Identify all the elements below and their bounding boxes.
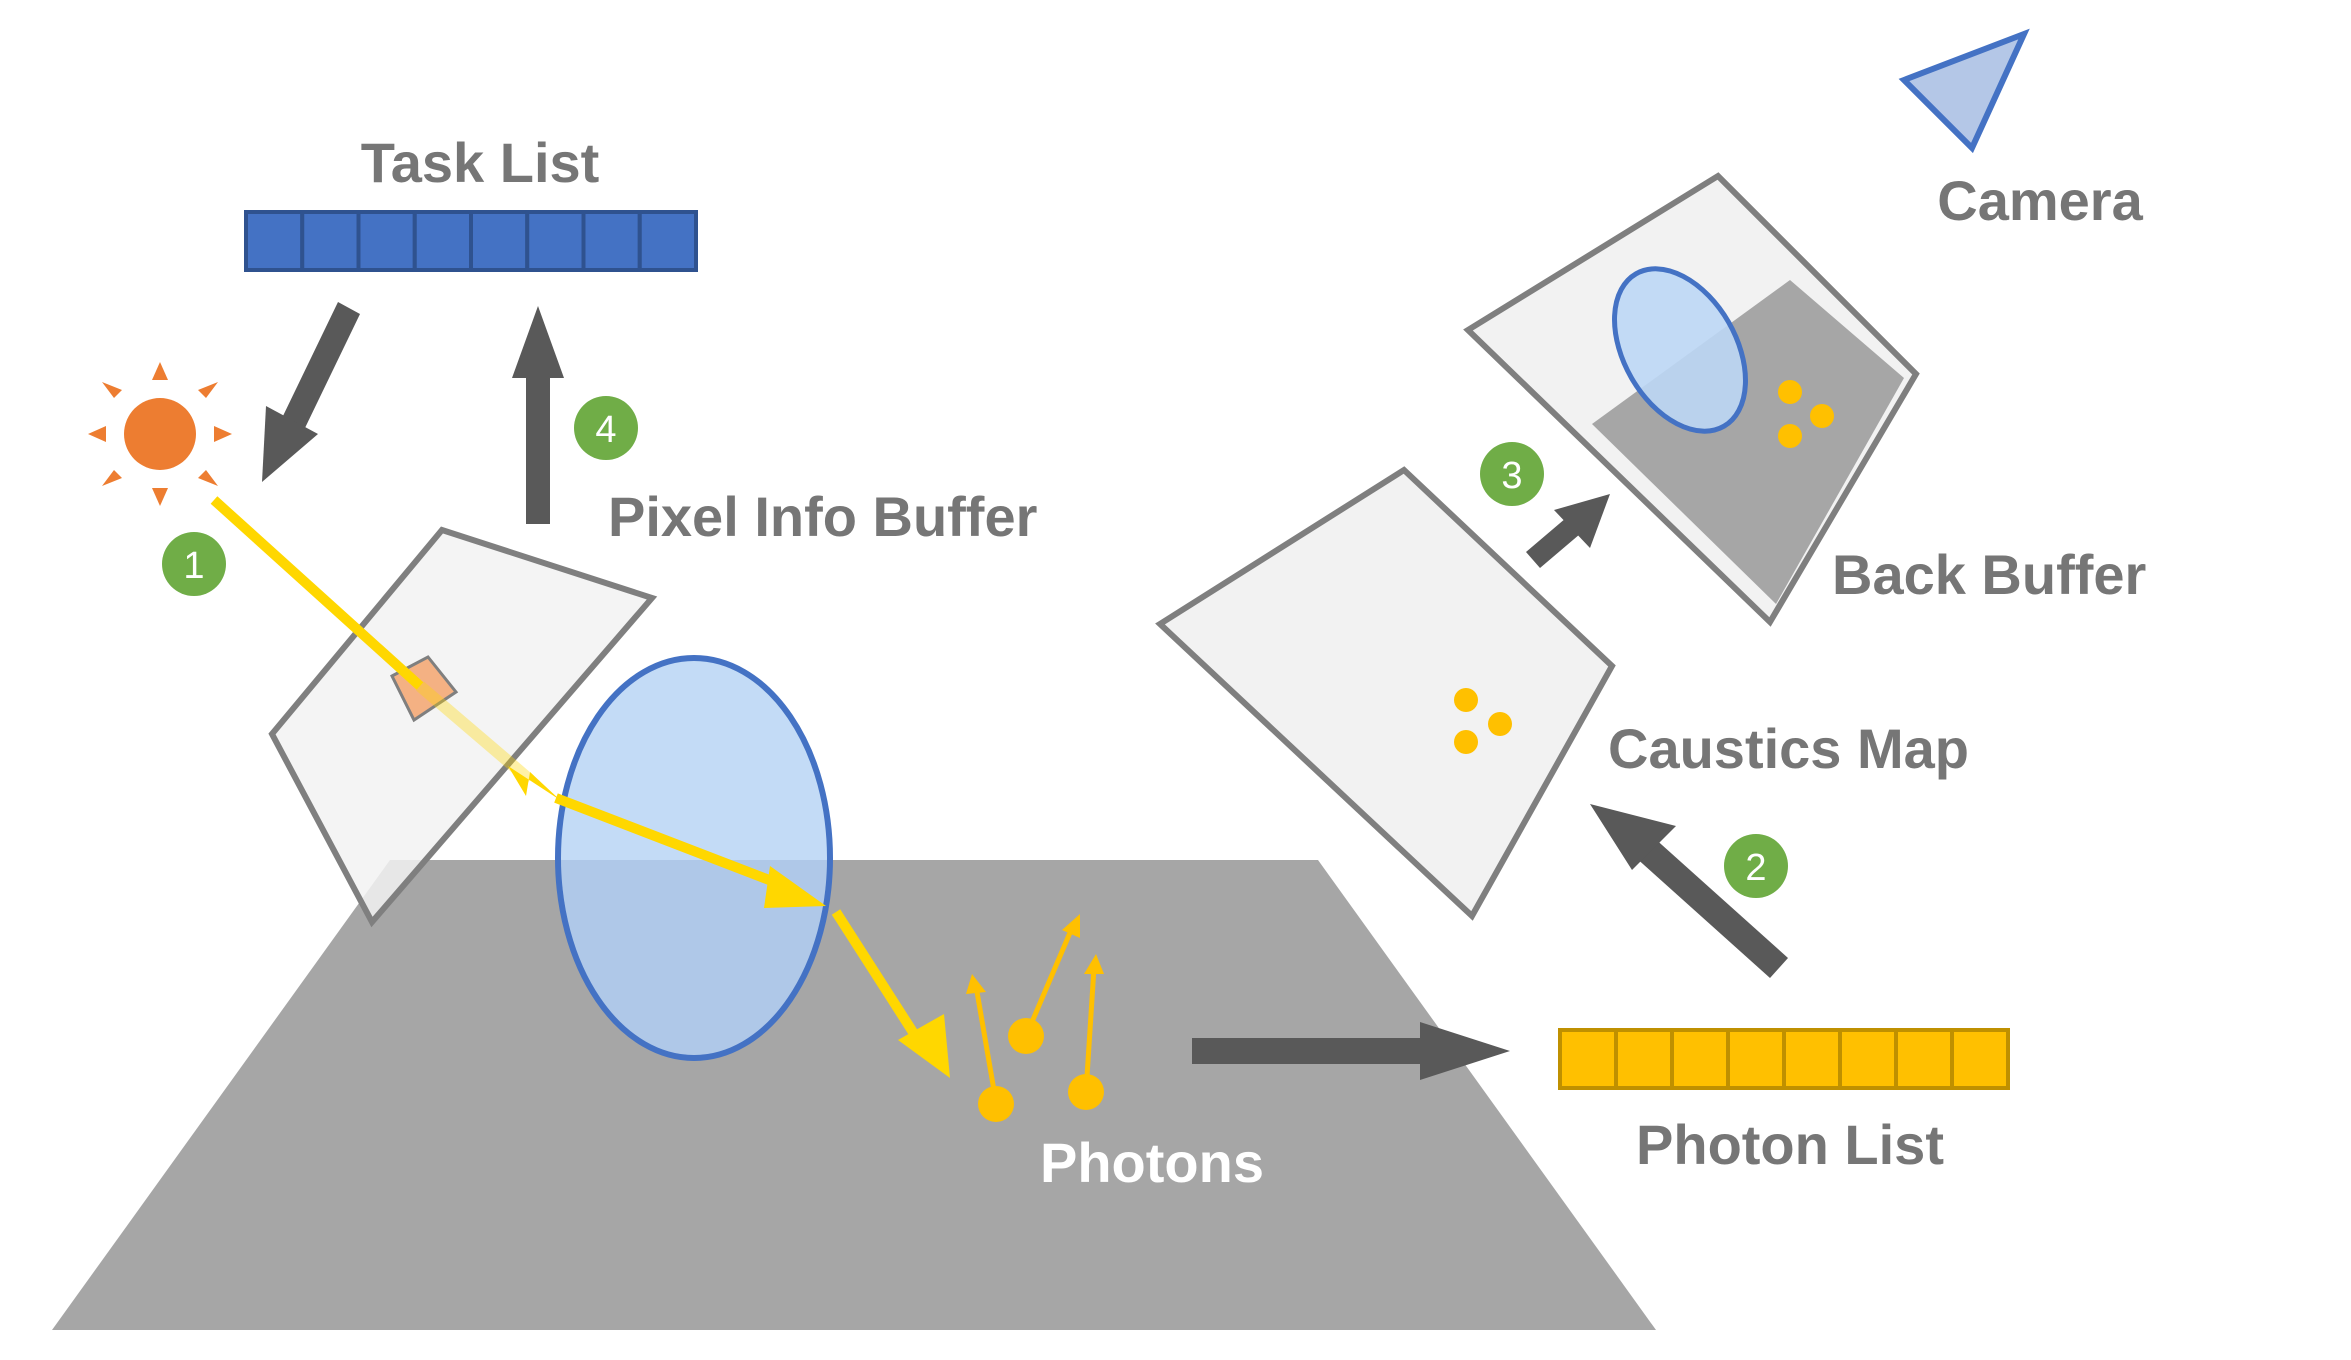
- caustics-map-label: Caustics Map: [1608, 717, 1969, 780]
- back-buffer-label: Back Buffer: [1832, 543, 2146, 606]
- back-buffer-photon-dot: [1810, 404, 1834, 428]
- back-buffer-lens: [1612, 266, 1748, 434]
- sun-icon: [88, 362, 232, 506]
- photon-list-cell: [1726, 1028, 1786, 1090]
- svg-text:2: 2: [1745, 847, 1766, 889]
- back-buffer-photon-dot: [1778, 380, 1802, 404]
- photon-list-cell: [1614, 1028, 1674, 1090]
- lens-shadow-part: [561, 860, 827, 1055]
- task-list-cell: [300, 210, 361, 272]
- task-list-buffer: [244, 210, 698, 272]
- caustics-photon-dot: [1454, 730, 1478, 754]
- pixel-info-buffer-label: Pixel Info Buffer: [608, 485, 1037, 548]
- arrow-photon-list-to-caustics: [1590, 804, 1788, 978]
- pixel-info-buffer-panel: [268, 526, 658, 928]
- photon-dot: [1008, 1018, 1044, 1054]
- caustics-photon-dot: [1488, 712, 1512, 736]
- back-buffer-ground: [1592, 280, 1904, 604]
- camera-icon: [1898, 28, 2030, 154]
- arrow-pixel-to-task: [512, 306, 564, 524]
- photon-list-cell: [1838, 1028, 1898, 1090]
- light-ray-1: [210, 496, 424, 690]
- photon-list-cell: [1558, 1028, 1618, 1090]
- camera-label: Camera: [1937, 169, 2143, 232]
- photon-list-cell: [1782, 1028, 1842, 1090]
- ground-plane: [52, 860, 1656, 1330]
- arrow-task-to-light: [262, 302, 360, 482]
- task-list-cell: [244, 210, 305, 272]
- photon-list-cell: [1894, 1028, 1954, 1090]
- lens: [555, 655, 833, 1061]
- photons-label: Photons: [1040, 1131, 1264, 1194]
- photon-list-label: Photon List: [1636, 1113, 1944, 1176]
- step-badge-1: 1: [162, 532, 226, 596]
- task-list-cell: [581, 210, 642, 272]
- step-badge-4: 4: [574, 396, 638, 460]
- caustics-photon-dot: [1454, 688, 1478, 712]
- photons-group: [966, 914, 1104, 1122]
- task-list-label: Task List: [361, 131, 600, 194]
- photon-list-buffer: [1558, 1028, 2010, 1090]
- arrow-caustics-to-back-buffer: [1526, 494, 1610, 568]
- light-ray-1-arrowhead: [508, 766, 560, 800]
- caustics-map-panel: [1155, 466, 1616, 921]
- svg-text:4: 4: [595, 409, 616, 451]
- photon-dot: [1068, 1074, 1104, 1110]
- light-ray-3: [831, 909, 923, 1043]
- svg-text:1: 1: [183, 545, 204, 587]
- task-list-cell: [412, 210, 473, 272]
- light-ray-1-faded: [416, 681, 534, 785]
- back-buffer-photon-dot: [1778, 424, 1802, 448]
- task-list-cell: [469, 210, 530, 272]
- arrow-to-photon-list: [1192, 1022, 1510, 1080]
- step-badge-3: 3: [1480, 442, 1544, 506]
- light-ray-2-arrowhead: [764, 866, 826, 908]
- photon-dot: [978, 1086, 1014, 1122]
- light-ray-2: [554, 793, 792, 893]
- photon-list-cell: [1670, 1028, 1730, 1090]
- task-list-cell: [637, 210, 698, 272]
- task-list-cell: [356, 210, 417, 272]
- svg-text:3: 3: [1501, 455, 1522, 497]
- task-list-cell: [525, 210, 586, 272]
- photon-list-cell: [1950, 1028, 2010, 1090]
- step-badge-2: 2: [1724, 834, 1788, 898]
- light-ray-3-arrowhead: [898, 1014, 950, 1078]
